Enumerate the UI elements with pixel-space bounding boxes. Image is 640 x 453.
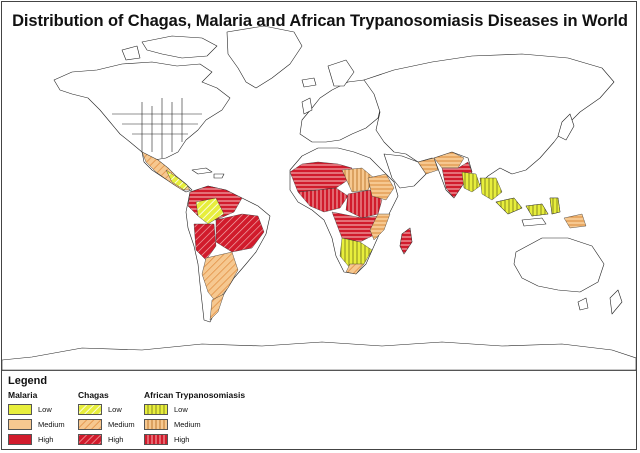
legend-item-label: Medium	[38, 420, 65, 429]
land-asia	[363, 53, 615, 189]
legend-title: Legend	[8, 375, 48, 387]
swatch-chagas-medium	[78, 419, 102, 430]
legend-group-name: Malaria	[8, 390, 38, 400]
land-australia	[513, 237, 605, 293]
map-title: Distribution of Chagas, Malaria and Afri…	[12, 12, 628, 30]
swatch-malaria-low	[8, 404, 32, 415]
legend-item-label: Medium	[108, 420, 135, 429]
legend-group-african-trypanosomiasis: African Trypanosomiasis Low Medium High	[144, 390, 245, 447]
swatch-malaria-high	[8, 434, 32, 445]
land-japan	[557, 113, 575, 141]
swatch-trypanosomiasis-low	[144, 404, 168, 415]
legend-item-label: Low	[174, 405, 188, 414]
legend-item-label: High	[38, 435, 54, 444]
land-europe	[299, 79, 383, 143]
legend-group-chagas: Chagas Low Medium High	[78, 390, 135, 447]
disease-areas	[141, 151, 587, 321]
legend-item-label: Low	[108, 405, 122, 414]
swatch-trypanosomiasis-high	[144, 434, 168, 445]
legend: Legend Malaria Low Medium High Chagas Lo…	[2, 370, 636, 449]
legend-group-name: Chagas	[78, 390, 109, 400]
legend-group-malaria: Malaria Low Medium High	[8, 390, 65, 447]
land-greenland	[226, 25, 303, 89]
legend-item-label: High	[108, 435, 124, 444]
swatch-trypanosomiasis-medium	[144, 419, 168, 430]
legend-item-label: Low	[38, 405, 52, 414]
land-antarctica	[2, 341, 636, 370]
legend-group-name: African Trypanosomiasis	[144, 390, 246, 400]
swatch-chagas-high	[78, 434, 102, 445]
swatch-chagas-low	[78, 404, 102, 415]
world-map	[2, 25, 636, 370]
swatch-malaria-medium	[8, 419, 32, 430]
legend-item-label: High	[174, 435, 190, 444]
legend-item-label: Medium	[174, 420, 201, 429]
land-arctic-islands	[141, 35, 218, 59]
